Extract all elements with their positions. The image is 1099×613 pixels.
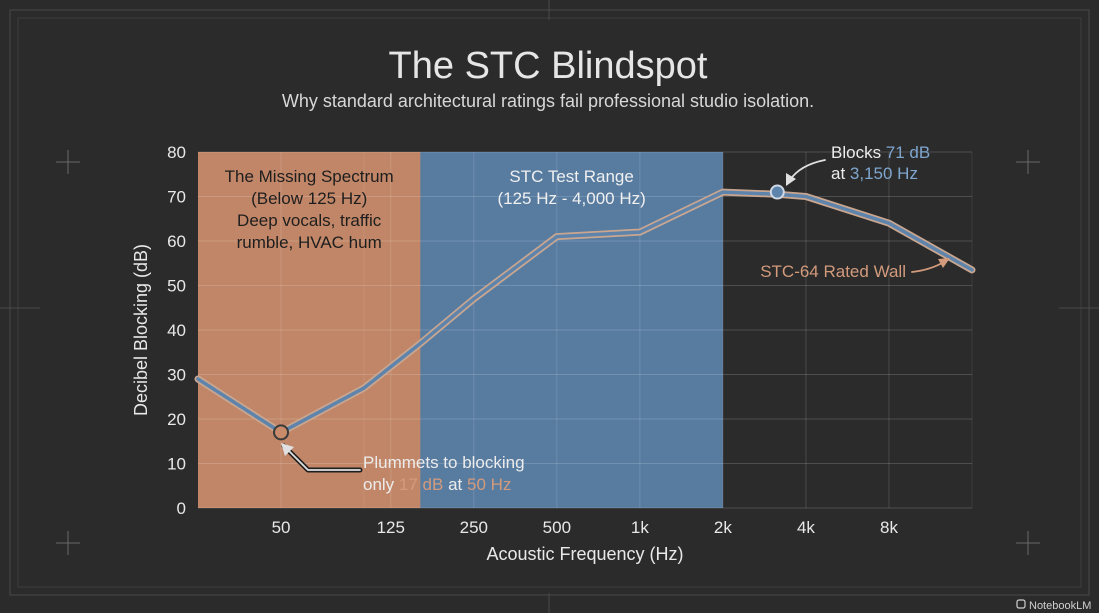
x-tick-label: 250 <box>460 518 488 537</box>
x-tick-label: 4k <box>797 518 815 537</box>
low-point-marker <box>273 424 290 441</box>
brand-label: NotebookLM <box>1029 600 1091 612</box>
high-annotation-part: 71 dB <box>886 143 930 162</box>
high-arrow-head <box>786 173 796 186</box>
region-label-missing: rumble, HVAC hum <box>237 233 382 252</box>
high-arrow <box>789 159 826 181</box>
chart-grid <box>198 151 973 509</box>
series-label-arrow-head <box>938 258 950 268</box>
series-lines <box>194 188 976 436</box>
series-line <box>196 190 974 435</box>
annotations: Plummets to blocking only 17 dB at 50 Hz B… <box>273 143 950 494</box>
region-label-missing: (Below 125 Hz) <box>251 189 367 208</box>
series-label-arrow <box>911 261 945 273</box>
region-label-missing: The Missing Spectrum <box>225 167 394 186</box>
region-labels: The Missing Spectrum (Below 125 Hz) Deep v… <box>225 167 646 252</box>
low-annotation-part: at <box>443 475 467 494</box>
high-annotation-line2: at 3,150 Hz <box>831 164 918 183</box>
low-annotation-part: 50 Hz <box>467 475 511 494</box>
low-arrow-head <box>281 443 294 456</box>
low-annotation-part: 17 dB <box>399 475 443 494</box>
high-annotation-part: at <box>831 164 850 183</box>
y-tick-label: 20 <box>167 410 186 429</box>
region-label-stc: STC Test Range <box>509 167 633 186</box>
brand-mark: NotebookLM <box>1016 599 1091 612</box>
region-missing <box>198 152 421 508</box>
x-tick-label: 2k <box>714 518 732 537</box>
y-tick-label: 80 <box>167 143 186 162</box>
y-tick-label: 0 <box>177 499 186 518</box>
crosshair-marks <box>56 150 1040 555</box>
low-annotation-line1: Plummets to blocking <box>363 453 525 472</box>
y-tick-label: 50 <box>167 277 186 296</box>
low-annotation-line2: only 17 dB at 50 Hz <box>363 475 511 494</box>
x-tick-label: 500 <box>543 518 571 537</box>
brand-icon <box>1016 599 1026 609</box>
high-annotation-part: Blocks <box>831 143 886 162</box>
low-annotation-part: only <box>363 475 399 494</box>
x-axis-label: Acoustic Frequency (Hz) <box>486 544 683 564</box>
region-stc <box>420 152 723 508</box>
y-tick-label: 30 <box>167 366 186 385</box>
region-label-stc: (125 Hz - 4,000 Hz) <box>497 189 645 208</box>
high-annotation-line1: Blocks 71 dB <box>831 143 930 162</box>
y-tick-label: 10 <box>167 455 186 474</box>
x-tick-label: 125 <box>377 518 405 537</box>
chart-subtitle: Why standard architectural ratings fail … <box>282 91 814 111</box>
chart-regions <box>198 152 723 508</box>
y-tick-label: 60 <box>167 232 186 251</box>
y-tick-label: 40 <box>167 321 186 340</box>
low-arrow <box>283 445 361 471</box>
y-axis-label: Decibel Blocking (dB) <box>131 244 151 416</box>
y-tick-label: 70 <box>167 188 186 207</box>
chart-title: The STC Blindspot <box>389 45 708 87</box>
x-tick-label: 1k <box>631 518 649 537</box>
high-annotation-part: 3,150 Hz <box>850 164 918 183</box>
x-axis-ticks: 50 125 250 500 1k 2k 4k 8k <box>272 518 899 537</box>
high-point-marker <box>769 184 785 200</box>
x-tick-label: 50 <box>272 518 291 537</box>
region-label-missing: Deep vocals, traffic <box>237 211 382 230</box>
series-label: STC-64 Rated Wall <box>760 262 906 281</box>
x-tick-label: 8k <box>880 518 898 537</box>
y-axis-ticks: 0 10 20 30 40 50 60 70 80 <box>167 143 186 518</box>
